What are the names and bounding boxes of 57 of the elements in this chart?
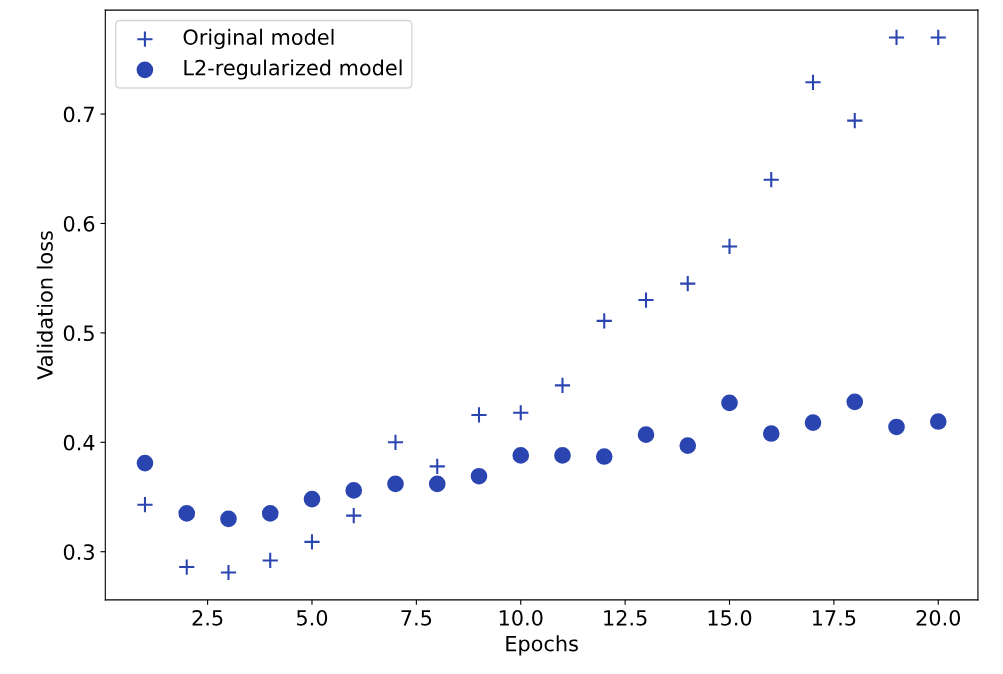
point	[261, 505, 279, 522]
point	[929, 28, 947, 47]
y-tick-label: 0.4	[63, 434, 95, 451]
point	[887, 28, 906, 47]
y-axis-title: Validation loss	[36, 231, 53, 380]
point	[178, 558, 196, 576]
point	[219, 563, 238, 582]
point	[595, 312, 613, 330]
point	[679, 275, 697, 293]
point	[720, 237, 739, 256]
point	[637, 291, 655, 309]
point	[303, 490, 321, 508]
point	[303, 533, 321, 551]
point	[428, 475, 446, 493]
x-tick-label: 5.0	[297, 609, 328, 626]
point	[804, 414, 822, 431]
point	[345, 482, 363, 499]
y-tick-label: 0.7	[63, 106, 94, 123]
point	[554, 447, 571, 464]
y-tick-label: 0.3	[63, 544, 94, 560]
x-tick-label: 17.5	[812, 610, 856, 626]
point	[220, 510, 237, 528]
x-tick-label: 12.5	[604, 609, 647, 626]
point	[387, 475, 404, 493]
x-tick-label: 2.5	[192, 609, 223, 626]
point	[762, 171, 780, 189]
x-tick-label: 7.5	[401, 610, 432, 626]
point	[721, 394, 738, 412]
point	[428, 457, 446, 476]
point	[553, 376, 572, 395]
point	[512, 447, 530, 464]
point	[804, 73, 822, 91]
y-tick-label: 0.6	[63, 215, 95, 232]
point	[470, 467, 488, 485]
point	[136, 454, 154, 472]
point	[512, 404, 530, 422]
point	[679, 437, 697, 454]
legend-label: L2-regularized model	[184, 59, 402, 80]
point	[762, 425, 780, 442]
point	[846, 393, 864, 411]
x-tick-label: 20.0	[916, 609, 961, 626]
point	[637, 426, 655, 443]
point	[345, 506, 363, 525]
point	[846, 111, 864, 130]
legend-label: Original model	[183, 28, 334, 50]
point	[386, 433, 405, 451]
x-tick-label: 15.0	[708, 609, 752, 626]
point	[888, 418, 905, 436]
y-tick-label: 0.5	[63, 325, 94, 342]
point	[178, 505, 196, 522]
point	[261, 551, 279, 570]
point	[929, 413, 947, 430]
x-axis-title: Epochs	[506, 635, 578, 656]
point	[470, 406, 488, 424]
point	[595, 448, 613, 465]
x-tick-label: 10.0	[499, 609, 543, 626]
point	[136, 496, 154, 514]
